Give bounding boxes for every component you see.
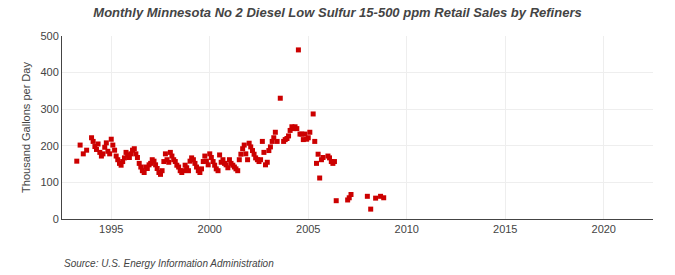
svg-text:2010: 2010 (395, 223, 419, 235)
svg-text:2020: 2020 (592, 223, 616, 235)
svg-text:300: 300 (40, 103, 58, 115)
svg-text:Source: U.S. Energy Informatio: Source: U.S. Energy Information Administ… (64, 258, 274, 269)
svg-text:500: 500 (40, 30, 58, 42)
svg-text:100: 100 (40, 176, 58, 188)
svg-text:2015: 2015 (493, 223, 517, 235)
svg-text:0: 0 (53, 213, 59, 225)
svg-text:2005: 2005 (296, 223, 320, 235)
svg-text:200: 200 (40, 140, 58, 152)
svg-text:Thousand Gallons per Day: Thousand Gallons per Day (20, 62, 32, 193)
svg-text:Monthly Minnesota No 2 Diesel: Monthly Minnesota No 2 Diesel Low Sulfur… (93, 5, 581, 20)
svg-text:2000: 2000 (198, 223, 222, 235)
svg-text:400: 400 (40, 66, 58, 78)
svg-text:1995: 1995 (99, 223, 123, 235)
